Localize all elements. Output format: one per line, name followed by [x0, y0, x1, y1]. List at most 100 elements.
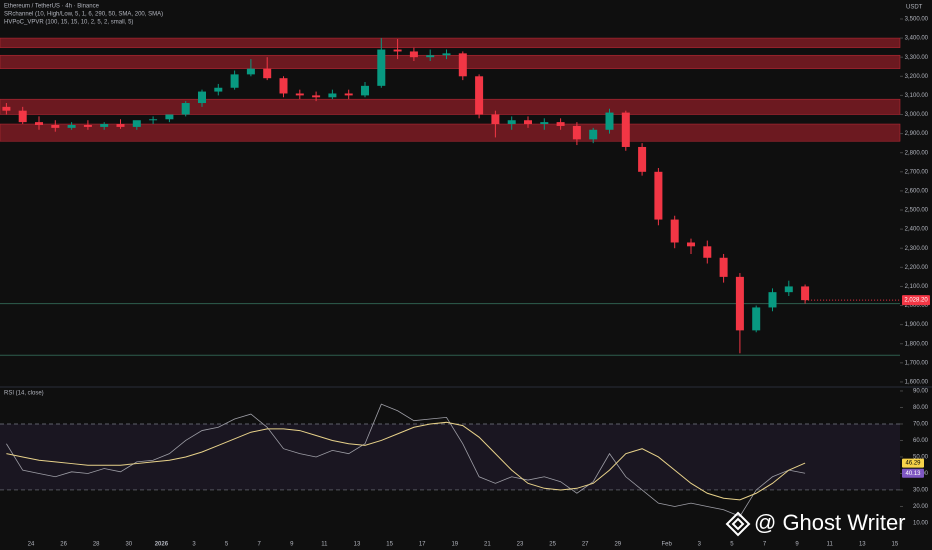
x-tick-label: 30	[125, 542, 132, 548]
candle-body	[638, 146, 647, 172]
candle-body	[409, 51, 418, 58]
candle-body	[116, 124, 125, 127]
x-tick-label: 11	[321, 542, 328, 548]
x-tick-label: 5	[730, 542, 734, 548]
x-tick-label: 26	[60, 542, 67, 548]
x-tick-label: 11	[827, 542, 834, 548]
y-tick-label: 3,400.00	[905, 36, 929, 42]
x-tick-label: 13	[354, 542, 361, 548]
rsi-line	[6, 421, 806, 501]
candle-body	[83, 125, 92, 127]
y-tick-label: 2,400.00	[905, 227, 929, 233]
candle-body	[687, 242, 695, 247]
candle-body	[2, 106, 11, 111]
candle-body	[540, 122, 549, 125]
candle-body	[752, 307, 761, 331]
candle-body	[801, 286, 810, 301]
rsi-tag-label: 46.29	[905, 461, 921, 467]
y-tick-label: 50.00	[913, 455, 929, 461]
candle-body	[524, 120, 532, 125]
candle-body	[214, 87, 223, 92]
x-tick-label: Feb	[662, 542, 673, 548]
x-tick-label: 19	[451, 542, 458, 548]
candle-body	[589, 129, 598, 140]
x-tick-label: 7	[763, 542, 767, 548]
last-price-tag	[902, 295, 930, 306]
y-tick-label: 30.00	[913, 488, 929, 494]
x-tick-label: 9	[290, 542, 294, 548]
y-tick-label: 2,700.00	[905, 169, 929, 175]
y-tick-label: 80.00	[913, 405, 929, 411]
rsi-title: RSI (14, close)	[4, 391, 44, 397]
indicator: HVPoC_VPVR (100, 15, 15, 10, 2, 5, 2, sm…	[4, 20, 133, 26]
y-tick-label: 1,900.00	[905, 322, 929, 328]
candle-body	[491, 114, 500, 125]
rsi-tag-label: 40.13	[905, 471, 921, 477]
candle-body	[67, 125, 76, 128]
x-tick-label: 23	[517, 542, 524, 548]
x-tick-label: 3	[192, 542, 196, 548]
rsi-line	[6, 403, 806, 517]
y-tick-label: 90.00	[913, 389, 929, 395]
x-tick-label: 2026	[155, 542, 169, 548]
rsi-band	[0, 423, 900, 490]
y-tick-label: 2,800.00	[905, 150, 929, 156]
candle-body	[344, 93, 353, 96]
y-tick-label: 3,300.00	[905, 55, 929, 61]
candle-body	[100, 124, 109, 127]
y-tick-label: 10.00	[913, 521, 929, 527]
x-tick-label: 3	[698, 542, 702, 548]
y-tick-label: 3,200.00	[905, 74, 929, 80]
unit: USDT	[906, 5, 923, 11]
y-tick-label: 3,000.00	[905, 112, 929, 118]
last-price-label: 2,028.20	[904, 298, 928, 304]
candle-body	[768, 292, 777, 308]
candle-body	[230, 74, 239, 88]
candle-body	[703, 246, 712, 258]
x-tick-label: 5	[225, 542, 229, 548]
candle-body	[165, 114, 174, 120]
x-tick-label: 17	[419, 542, 426, 548]
candle-body	[149, 119, 158, 121]
y-tick-label: 2,200.00	[905, 265, 929, 271]
candle-body	[18, 110, 27, 123]
y-tick-label: 2,900.00	[905, 131, 929, 137]
y-tick-label: 60.00	[913, 438, 929, 444]
x-tick-label: 27	[582, 542, 589, 548]
candle-body	[654, 171, 663, 220]
x-tick-label: 15	[892, 542, 899, 548]
rsi-tag	[902, 468, 924, 478]
candle-body	[198, 91, 206, 104]
candle-body	[670, 219, 679, 243]
x-tick-label: 15	[386, 542, 393, 548]
candle-body	[361, 85, 369, 96]
x-tick-label: 29	[614, 542, 621, 548]
x-tick-label: 28	[93, 542, 100, 548]
candle-body	[719, 257, 728, 277]
sr-zone	[0, 123, 901, 142]
x-tick-label: 24	[28, 542, 35, 548]
candle-body	[295, 93, 304, 96]
y-tick-label: 20.00	[913, 504, 929, 510]
chart-title: Ethereum / TetherUS · 4h · Binance	[4, 4, 100, 10]
candle-body	[621, 112, 630, 147]
x-tick-label: 21	[484, 542, 491, 548]
x-tick-label: 7	[258, 542, 262, 548]
y-tick-label: 3,500.00	[905, 17, 929, 23]
candle-body	[507, 120, 516, 125]
candle-body	[426, 55, 435, 58]
rsi-tag	[902, 458, 924, 468]
sr-zone	[0, 54, 901, 69]
candle-body	[312, 95, 321, 98]
candle-body	[51, 125, 60, 128]
y-tick-label: 3,100.00	[905, 93, 929, 99]
candle-body	[458, 53, 467, 77]
candle-body	[735, 276, 744, 331]
candle-body	[132, 120, 141, 127]
watermark-icon	[725, 511, 751, 537]
y-tick-label: 2,100.00	[905, 284, 929, 290]
candle-body	[35, 122, 43, 126]
y-tick-label: 2,300.00	[905, 246, 929, 252]
